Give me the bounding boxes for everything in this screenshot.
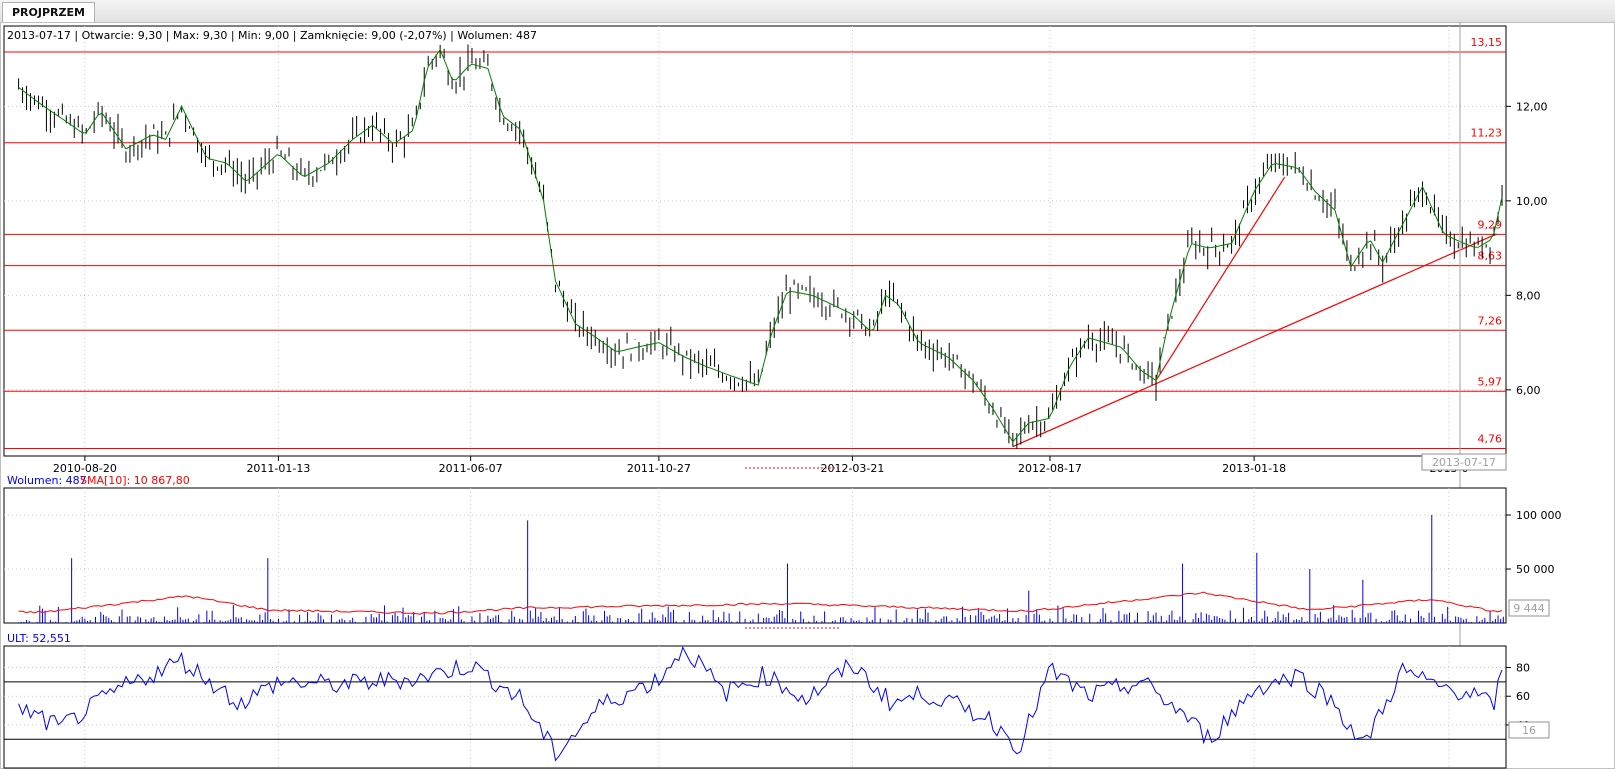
volume-last-marker bbox=[1508, 599, 1550, 617]
volume-panel: 50 000 100 000 Wolumen: 487 SMA[10]: 10 8… bbox=[3, 474, 1562, 624]
support-level-label: 4,76 bbox=[1478, 432, 1503, 445]
ult-reference-lines bbox=[4, 681, 1506, 740]
tab-projprzem[interactable]: PROJPRZEM bbox=[2, 2, 95, 22]
date-axis: 2010-08-20 2011-01-13 2011-06-07 2011-10-27… bbox=[53, 456, 1468, 475]
support-level-label: 7,26 bbox=[1478, 314, 1503, 327]
x-tick-label: 2012-03-21 bbox=[820, 462, 884, 475]
ult-panel: 406080 ULT: 52,551 16 bbox=[3, 632, 1550, 769]
support-level-label: 11,23 bbox=[1471, 127, 1503, 140]
ult-last-value: 16 bbox=[1522, 724, 1536, 737]
volume-y-axis: 50 000 100 000 bbox=[1506, 509, 1562, 576]
volume-last-value: 9 444 bbox=[1513, 602, 1545, 615]
x-tick-label: 2011-01-13 bbox=[246, 462, 310, 475]
moving-average-line bbox=[18, 48, 1503, 443]
y-tick-label: 8,00 bbox=[1516, 289, 1541, 302]
support-level-label: 13,15 bbox=[1471, 36, 1503, 49]
volume-legend: Wolumen: 487 bbox=[7, 474, 87, 487]
trend-line bbox=[1012, 233, 1497, 448]
tab-bar: PROJPRZEM bbox=[0, 0, 1615, 23]
info-bar: 2013-07-17 | Otwarcie: 9,30 | Max: 9,30 … bbox=[7, 29, 537, 42]
x-tick-label: 2013-01-18 bbox=[1222, 462, 1286, 475]
ult-tick-label: 80 bbox=[1516, 662, 1530, 675]
volume-tick-label: 50 000 bbox=[1516, 563, 1555, 576]
ult-line bbox=[18, 646, 1503, 762]
current-date-marker bbox=[1421, 453, 1507, 471]
x-tick-label: 2010-08-20 bbox=[53, 462, 117, 475]
ult-plot-area bbox=[3, 645, 1507, 769]
x-tick-label: 2012-08-17 bbox=[1018, 462, 1082, 475]
ult-legend: ULT: 52,551 bbox=[7, 632, 71, 645]
trend-line bbox=[1155, 176, 1286, 381]
volume-sma-line bbox=[18, 591, 1503, 615]
y-tick-label: 10,00 bbox=[1516, 195, 1548, 208]
volume-tick-label: 100 000 bbox=[1516, 509, 1562, 522]
ult-tick-label: 60 bbox=[1516, 690, 1530, 703]
volume-plot-area bbox=[3, 487, 1507, 624]
volume-grid bbox=[4, 488, 1506, 623]
y-tick-label: 6,00 bbox=[1516, 384, 1541, 397]
support-level-label: 5,97 bbox=[1478, 375, 1503, 388]
current-date-label: 2013-07-17 bbox=[1432, 456, 1496, 469]
support-level-label: 9,29 bbox=[1478, 218, 1503, 231]
ult-last-marker bbox=[1508, 721, 1550, 739]
x-tick-label: 2011-06-07 bbox=[439, 462, 503, 475]
price-y-axis: 6,00 8,00 10,00 12,00 bbox=[1506, 100, 1548, 397]
volume-bars bbox=[18, 515, 1504, 623]
price-trendlines bbox=[1012, 176, 1497, 448]
volume-sma-legend: SMA[10]: 10 867,80 bbox=[80, 474, 190, 487]
y-tick-label: 12,00 bbox=[1516, 100, 1548, 113]
x-tick-label: 2011-10-27 bbox=[627, 462, 691, 475]
